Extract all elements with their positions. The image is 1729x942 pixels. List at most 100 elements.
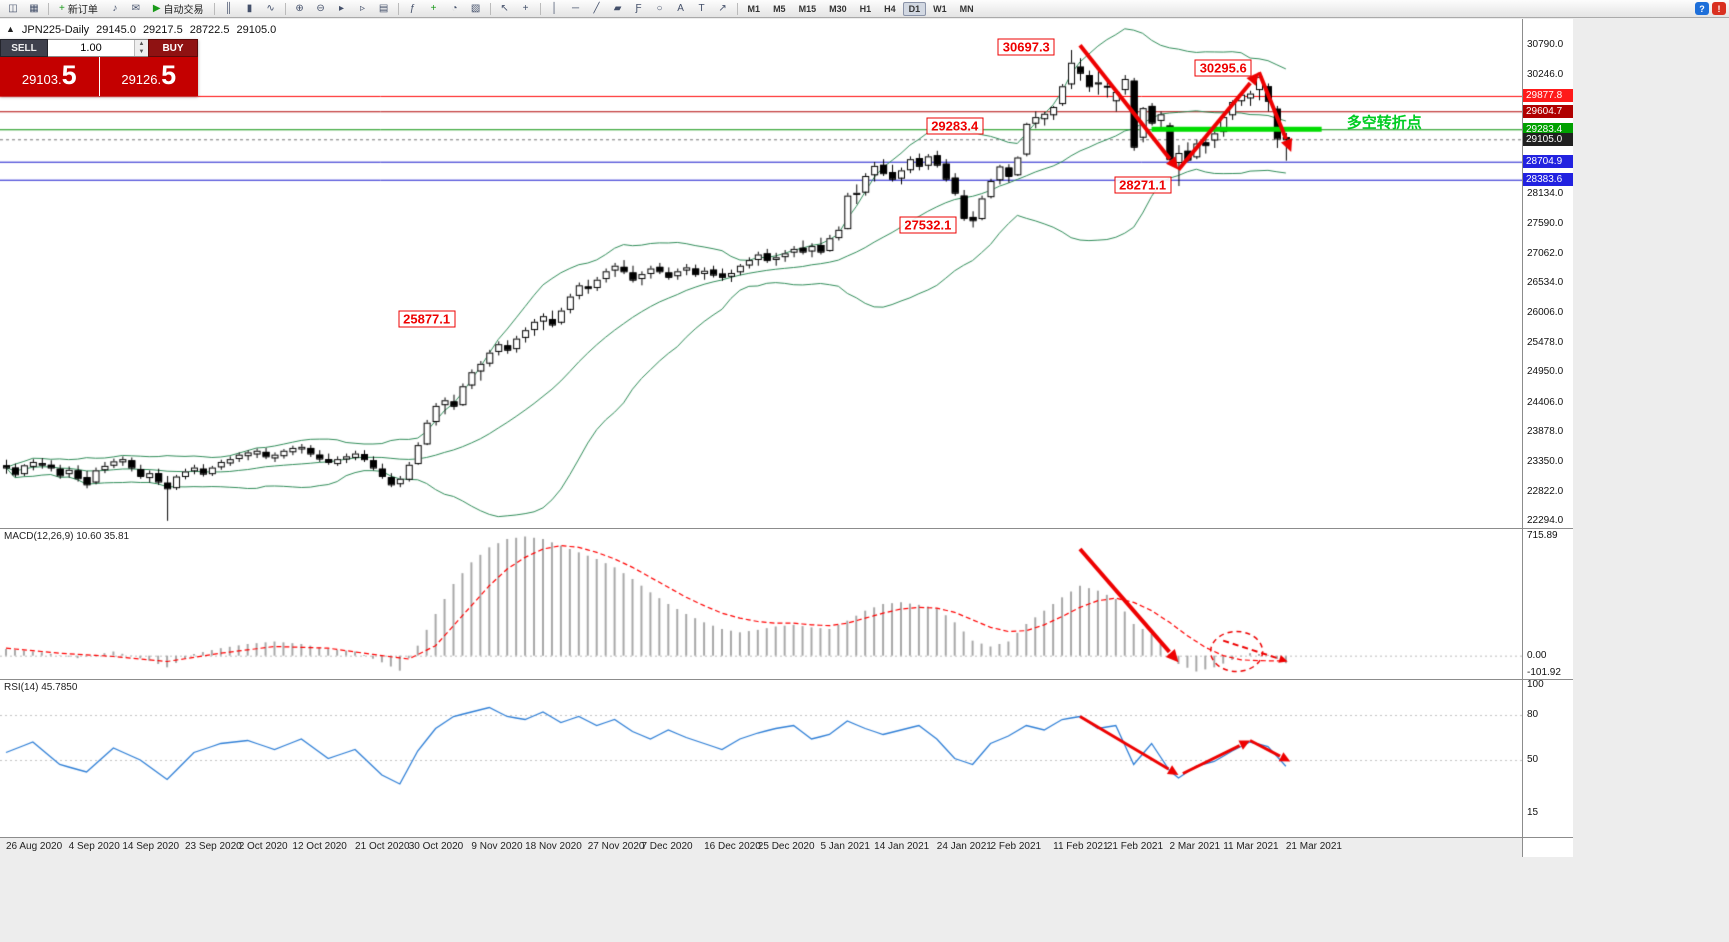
panel-separator[interactable] xyxy=(0,837,1573,838)
panel-separator[interactable] xyxy=(0,528,1573,529)
text-label-icon[interactable]: T xyxy=(698,3,705,14)
lot-size-field: ▲ ▼ xyxy=(48,39,148,57)
shapes-icon[interactable]: ○ xyxy=(656,3,663,14)
time-axis-label: 27 Nov 2020 xyxy=(587,841,645,852)
sell-price-button[interactable]: 29103. 5 xyxy=(0,57,99,96)
axis-label: 26006.0 xyxy=(1527,307,1564,319)
indicators-icon[interactable]: ƒ xyxy=(409,3,416,14)
time-axis-label: 18 Nov 2020 xyxy=(525,841,582,852)
toolbar-right-icons: ?! xyxy=(1695,2,1726,15)
rsi-canvas[interactable] xyxy=(0,680,1522,837)
lot-spin-up-button[interactable]: ▲ xyxy=(135,40,148,48)
alerts-icon[interactable]: ♪ xyxy=(112,3,118,14)
price-annotation[interactable]: 28271.1 xyxy=(1114,176,1172,194)
axis-label: 0.00 xyxy=(1527,649,1547,661)
time-axis-label: 30 Oct 2020 xyxy=(408,841,464,852)
macd-canvas[interactable] xyxy=(0,529,1522,679)
price-annotation[interactable]: 29283.4 xyxy=(926,117,984,135)
lot-spin-down-button[interactable]: ▼ xyxy=(135,48,148,56)
vertical-line-icon[interactable]: │ xyxy=(551,3,558,14)
rsi-panel: RSI(14) 45.7850 xyxy=(0,680,1522,837)
time-axis-label: 14 Jan 2021 xyxy=(874,841,930,852)
mailbox-icon[interactable]: ✉ xyxy=(131,3,141,14)
time-axis-label: 24 Jan 2021 xyxy=(936,841,992,852)
price-level-badge: 29283.4 xyxy=(1523,122,1573,136)
timeframe-button-w1[interactable]: W1 xyxy=(933,3,947,14)
autotrading-icon: ▶ xyxy=(152,3,161,14)
timeframe-button-h1[interactable]: H1 xyxy=(859,3,872,14)
zoom-out-icon[interactable]: ⊖ xyxy=(316,3,325,14)
price-annotation[interactable]: 30697.3 xyxy=(997,38,1055,56)
arrows-icon[interactable]: ↗ xyxy=(718,3,727,14)
time-axis-label: 12 Oct 2020 xyxy=(292,841,347,852)
one-click-toggle-icon[interactable]: ▲ xyxy=(6,24,15,34)
toolbar-separator xyxy=(539,2,541,15)
time-axis-label: 23 Sep 2020 xyxy=(185,841,242,852)
timeframe-button-mn[interactable]: MN xyxy=(959,3,974,14)
ohlc-high: 29217.5 xyxy=(142,24,183,36)
toolbar-separator xyxy=(48,2,49,15)
price-axis[interactable]: 30790.0 30246.0 28134.0 27590.0 27062.0 26534… xyxy=(1523,19,1573,857)
cursor-icon[interactable]: ↖ xyxy=(500,3,509,14)
price-level-badge: 29604.7 xyxy=(1523,104,1573,118)
window-background xyxy=(0,857,1574,942)
one-click-trading-panel: SELL ▲ ▼ BUY 29103.5 29126.5 xyxy=(0,39,198,96)
sell-button[interactable]: SELL xyxy=(0,39,48,57)
buy-button[interactable]: BUY xyxy=(148,39,198,57)
fibonacci-icon[interactable]: Ƒ xyxy=(635,3,642,14)
autotrading-button-label: 自动交易 xyxy=(163,5,204,16)
timeframe-button-m15[interactable]: M15 xyxy=(798,3,817,14)
axis-label: 22294.0 xyxy=(1527,515,1564,527)
toolbar-separator xyxy=(489,2,491,15)
tile-windows-icon[interactable]: ▤ xyxy=(378,3,389,14)
crosshair-icon[interactable]: + xyxy=(522,3,529,14)
chart-profiles-icon[interactable]: ▦ xyxy=(29,3,39,14)
time-axis-label: 21 Mar 2021 xyxy=(1285,841,1342,852)
new-chart-icon[interactable]: ◫ xyxy=(8,3,18,14)
timeframe-button-h4[interactable]: H4 xyxy=(884,3,896,14)
candlestick-chart-icon[interactable]: ▮ xyxy=(246,3,253,14)
timeframe-button-m5[interactable]: M5 xyxy=(773,3,786,14)
chart-shift-icon[interactable]: ▹ xyxy=(360,3,366,14)
buy-price-button[interactable]: 29126. 5 xyxy=(99,57,198,96)
panel-separator[interactable] xyxy=(0,679,1573,680)
auto-scroll-icon[interactable]: ▸ xyxy=(339,3,345,14)
text-icon[interactable]: A xyxy=(677,3,684,14)
new-order-button[interactable]: + 新订单 xyxy=(53,0,104,17)
axis-label: 25478.0 xyxy=(1527,336,1564,348)
sell-price-base: 29103. xyxy=(21,72,62,87)
axis-label: 23878.0 xyxy=(1527,426,1564,438)
autotrading-button[interactable]: ▶ 自动交易 xyxy=(147,0,210,17)
time-axis-label: 4 Sep 2020 xyxy=(68,841,120,852)
toolbar-separator xyxy=(397,2,399,15)
trendline-icon[interactable]: ╱ xyxy=(593,3,600,14)
periods-icon[interactable]: ◔ xyxy=(451,3,458,14)
rsi-label: RSI(14) 45.7850 xyxy=(4,682,78,693)
line-chart-icon[interactable]: ∿ xyxy=(266,3,275,14)
main-chart-canvas[interactable] xyxy=(0,19,1522,528)
window-background xyxy=(1574,19,1729,942)
horizontal-line-icon[interactable]: ─ xyxy=(572,3,580,14)
timeframe-button-m30[interactable]: M30 xyxy=(829,3,847,14)
templates-icon[interactable]: ▧ xyxy=(470,3,481,14)
notifications-icon[interactable]: ! xyxy=(1712,2,1726,15)
equidistant-channel-icon[interactable]: ▰ xyxy=(613,3,622,14)
lot-input[interactable] xyxy=(48,40,134,56)
time-axis-label: 11 Feb 2021 xyxy=(1053,841,1109,852)
messages-icon[interactable]: ? xyxy=(1695,2,1709,15)
pivot-point-annotation[interactable]: 多空转折点 xyxy=(1346,114,1422,132)
time-axis[interactable]: 26 Aug 2020 4 Sep 2020 14 Sep 2020 23 Sep 2… xyxy=(0,838,1522,857)
price-annotation[interactable]: 25877.1 xyxy=(398,310,456,328)
timeframe-button-m1[interactable]: M1 xyxy=(747,3,761,14)
add-indicator-icon[interactable]: + xyxy=(430,3,437,14)
price-annotation[interactable]: 27532.1 xyxy=(899,216,957,234)
bar-chart-icon[interactable]: ║ xyxy=(225,3,233,14)
macd-label: MACD(12,26,9) 10.60 35.81 xyxy=(4,531,130,542)
price-annotation[interactable]: 30295.6 xyxy=(1194,59,1252,77)
zoom-in-icon[interactable]: ⊕ xyxy=(295,3,304,14)
time-axis-label: 2 Feb 2021 xyxy=(990,841,1042,852)
axis-label: -101.92 xyxy=(1527,666,1561,678)
timeframe-button-d1[interactable]: D1 xyxy=(902,1,927,16)
time-axis-label: 16 Dec 2020 xyxy=(704,841,761,852)
new-order-icon: + xyxy=(59,3,65,14)
